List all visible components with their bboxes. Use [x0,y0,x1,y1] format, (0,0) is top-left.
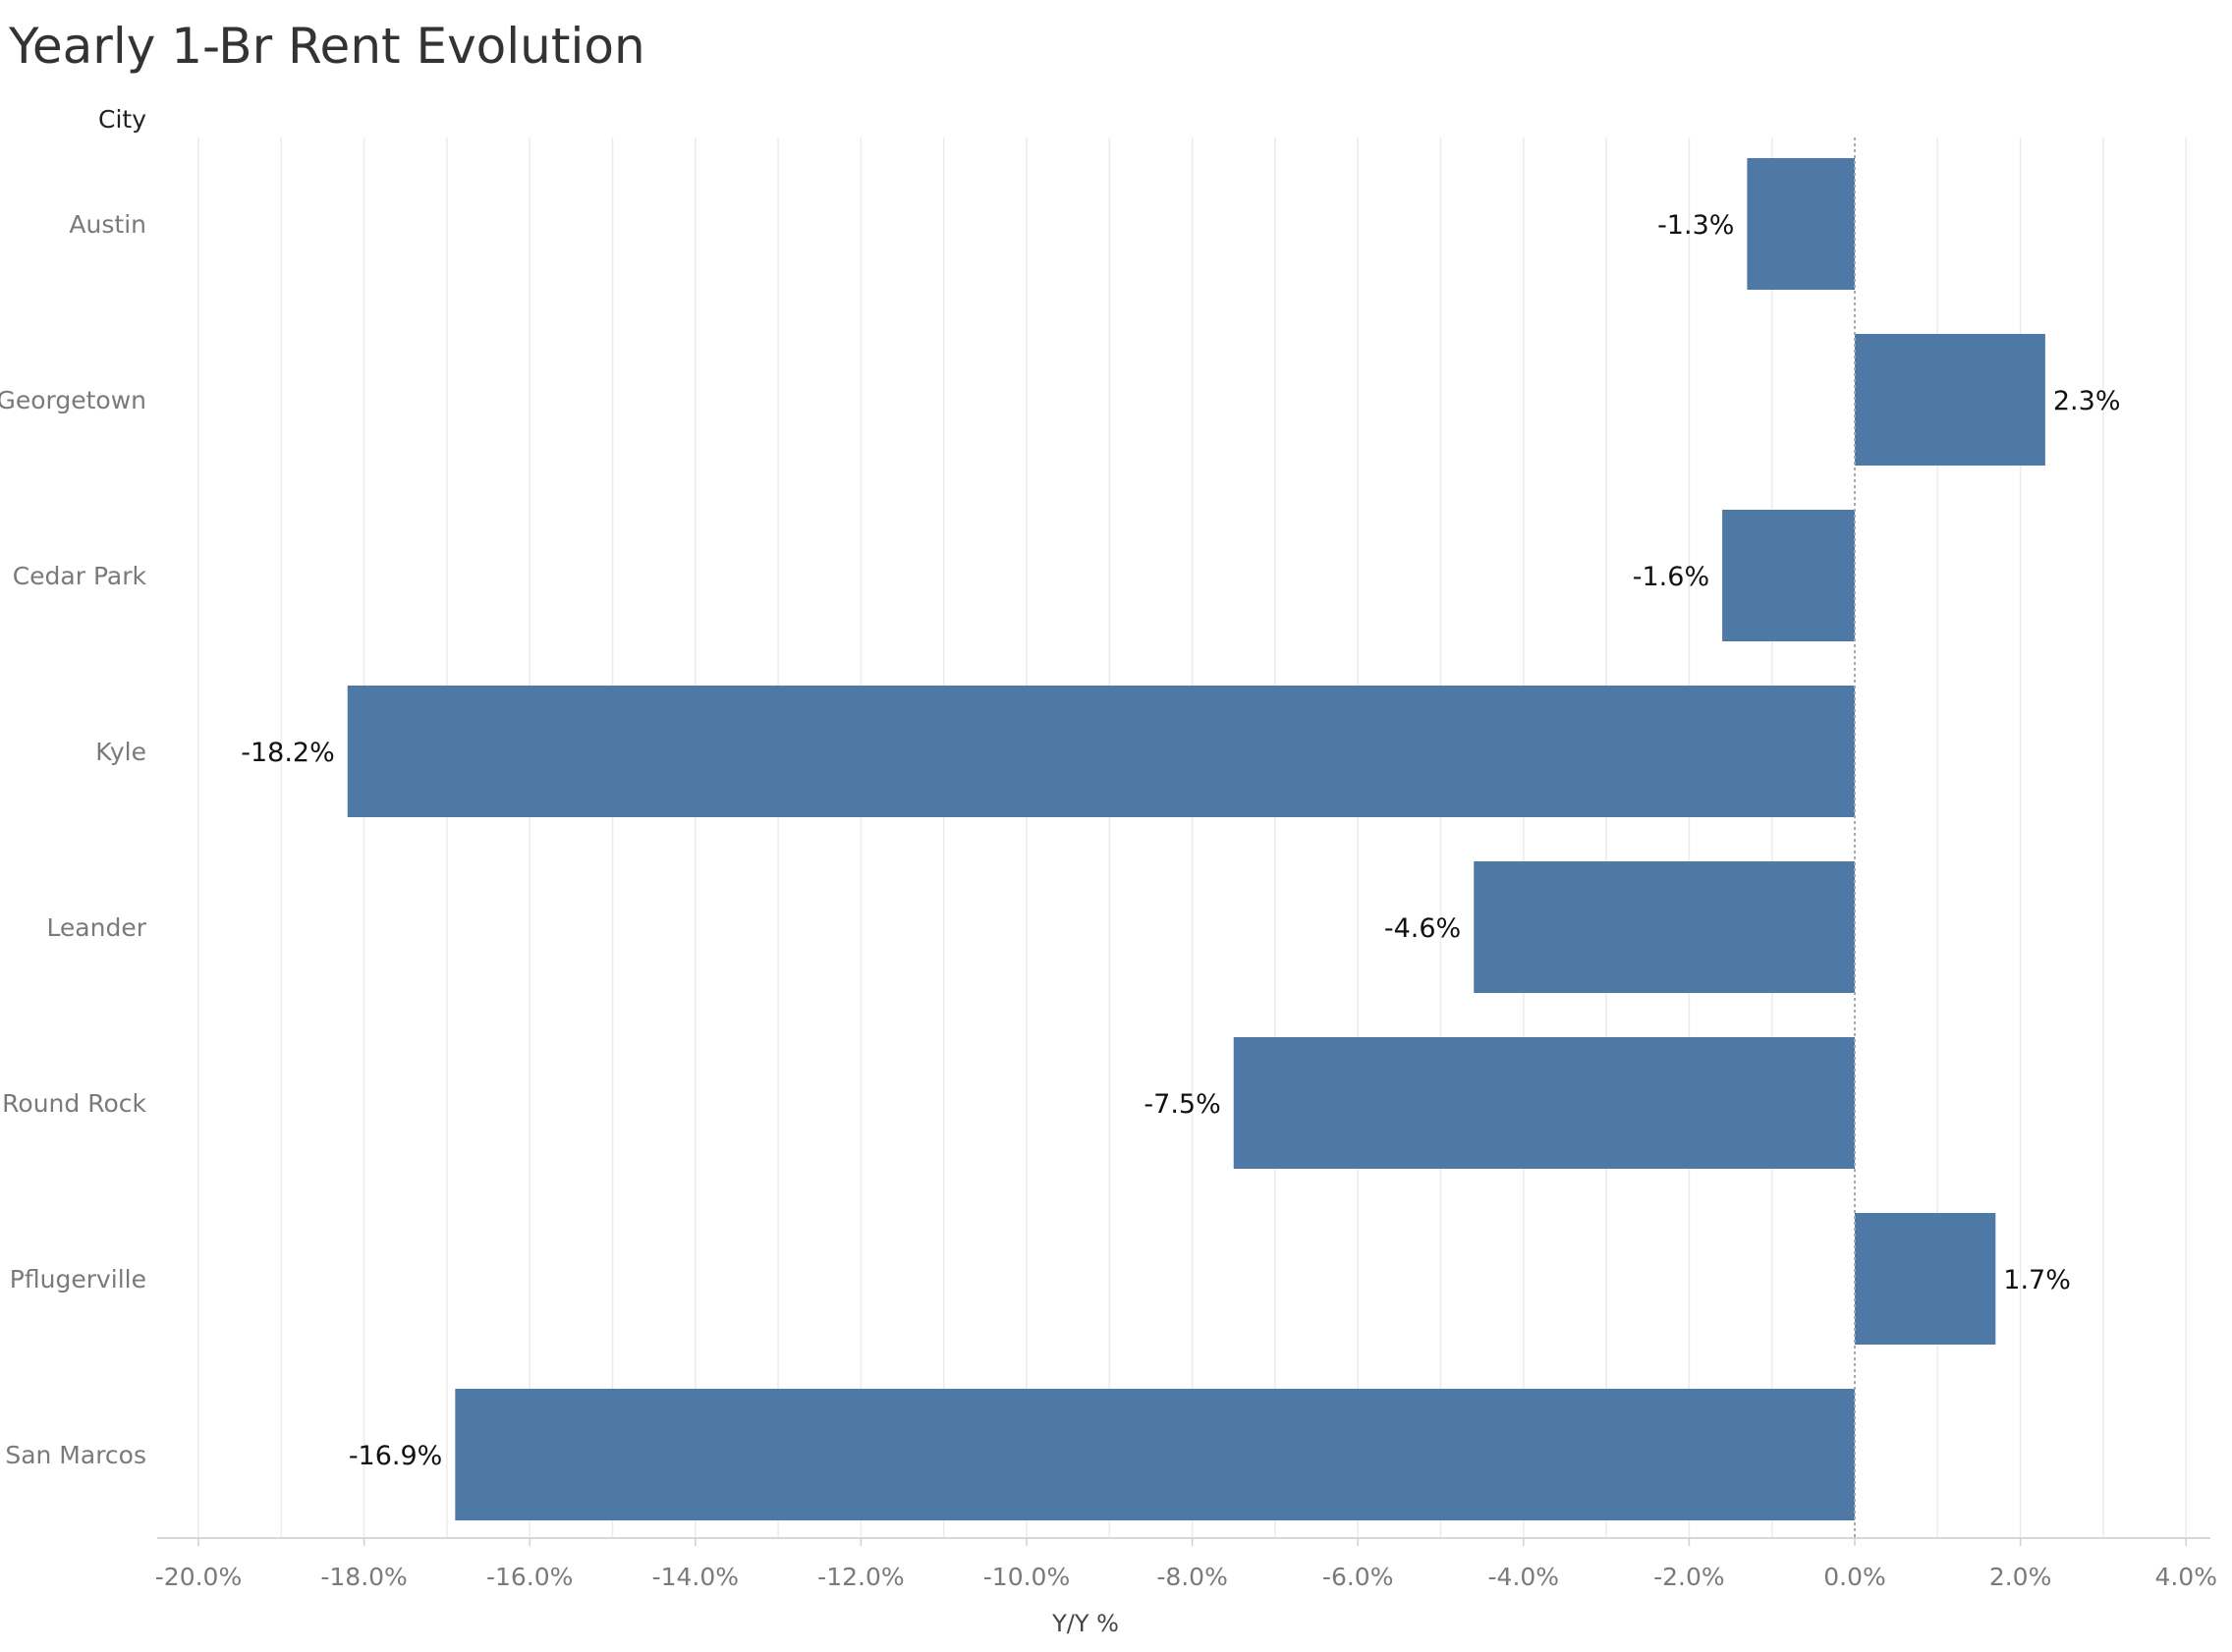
chart-title: Yearly 1-Br Rent Evolution [9,18,645,75]
x-tick-label: -2.0% [1653,1563,1725,1591]
x-axis-title: Y/Y % [1051,1610,1119,1637]
data-label: -1.3% [1657,210,1734,241]
data-label: 2.3% [2053,386,2121,416]
x-tick-label: -4.0% [1488,1563,1560,1591]
x-tick-label: -20.0% [155,1563,242,1591]
x-tick-label: -18.0% [320,1563,407,1591]
x-axis: Y/Y % -20.0% -18.0% -16.0% -14.0% -12.0% -10.… [155,1537,2217,1637]
x-tick-label: -8.0% [1156,1563,1228,1591]
data-label: 1.7% [2003,1265,2071,1295]
x-tick-label: 0.0% [1823,1563,1886,1591]
x-tick-label: 4.0% [2154,1563,2217,1591]
bar [1474,861,1855,993]
row-label: Cedar Park [13,562,147,590]
gridlines [197,138,2187,1538]
bar [1722,510,1855,641]
row-label: San Marcos [5,1441,146,1469]
data-label: -18.2% [241,738,335,768]
bar [1233,1037,1855,1169]
data-labels: -1.3% 2.3% -1.6% -18.2% -4.6% -7.5% 1.7% -16.9% [241,210,2120,1471]
x-tick-label: -6.0% [1322,1563,1394,1591]
bar [347,686,1855,817]
row-header: City [98,105,146,134]
row-label: Leander [46,913,146,942]
row-labels: City Austin Georgetown Cedar Park Kyle Leand… [0,105,147,1469]
row-label: Kyle [95,738,146,766]
bar [1855,334,2045,466]
data-label: -4.6% [1384,913,1461,944]
row-label: Austin [69,210,146,239]
x-tick-label: -12.0% [817,1563,904,1591]
x-tick-label: -16.0% [486,1563,573,1591]
bar [1855,1213,1996,1345]
bar [1747,158,1855,290]
row-label: Georgetown [0,386,146,414]
bar [455,1389,1856,1520]
data-label: -1.6% [1633,562,1709,592]
row-label: Pflugerville [10,1265,146,1294]
x-tick-label: 2.0% [1989,1563,2052,1591]
x-tick-label: -10.0% [983,1563,1070,1591]
data-label: -7.5% [1144,1089,1220,1120]
bars [347,158,2045,1520]
row-label: Round Rock [2,1089,146,1118]
x-tick-label: -14.0% [652,1563,739,1591]
data-label: -16.9% [349,1441,443,1471]
